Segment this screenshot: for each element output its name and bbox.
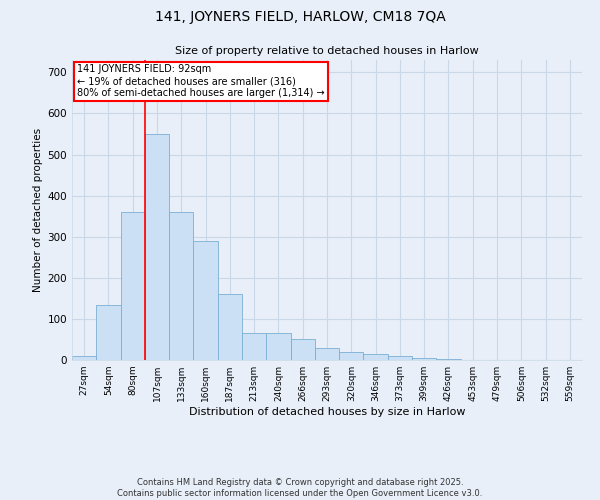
Bar	[218, 294, 242, 360]
Bar	[315, 348, 339, 360]
Text: Contains HM Land Registry data © Crown copyright and database right 2025.
Contai: Contains HM Land Registry data © Crown c…	[118, 478, 482, 498]
Bar	[96, 304, 121, 360]
Bar	[72, 356, 96, 360]
Bar	[388, 356, 412, 360]
Bar	[290, 340, 315, 360]
X-axis label: Distribution of detached houses by size in Harlow: Distribution of detached houses by size …	[189, 407, 465, 417]
Text: 141, JOYNERS FIELD, HARLOW, CM18 7QA: 141, JOYNERS FIELD, HARLOW, CM18 7QA	[155, 10, 445, 24]
Bar	[364, 354, 388, 360]
Bar	[339, 352, 364, 360]
Y-axis label: Number of detached properties: Number of detached properties	[34, 128, 43, 292]
Bar	[242, 334, 266, 360]
Text: 141 JOYNERS FIELD: 92sqm
← 19% of detached houses are smaller (316)
80% of semi-: 141 JOYNERS FIELD: 92sqm ← 19% of detach…	[77, 64, 325, 98]
Bar	[121, 212, 145, 360]
Title: Size of property relative to detached houses in Harlow: Size of property relative to detached ho…	[175, 46, 479, 56]
Bar	[169, 212, 193, 360]
Bar	[145, 134, 169, 360]
Bar	[266, 334, 290, 360]
Bar	[193, 241, 218, 360]
Bar	[412, 358, 436, 360]
Bar	[436, 359, 461, 360]
